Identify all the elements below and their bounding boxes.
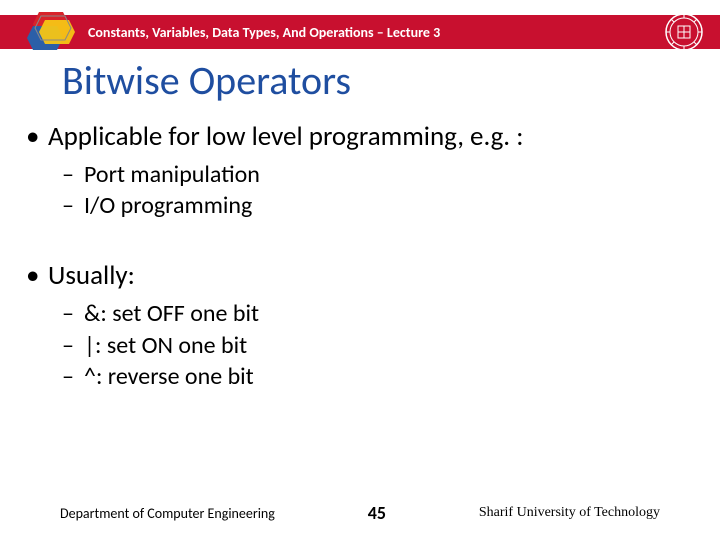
bullet-subitem: &: set OFF one bit: [24, 298, 696, 329]
bullet-subitem: |: set ON one bit: [24, 330, 696, 361]
footer-university: Sharif University of Technology: [479, 505, 660, 521]
bullet-subitem: Port manipulation: [24, 159, 696, 190]
header-bar: Constants, Variables, Data Types, And Op…: [0, 15, 720, 49]
bullet-item: Applicable for low level programming, e.…: [24, 120, 696, 153]
bullet-subitem: ^: reverse one bit: [24, 361, 696, 392]
footer: Department of Computer Engineering 45 Sh…: [0, 502, 720, 524]
page-number: 45: [368, 502, 386, 524]
logo-left: [25, 6, 77, 58]
footer-department: Department of Computer Engineering: [60, 505, 275, 522]
header-text: Constants, Variables, Data Types, And Op…: [88, 24, 440, 41]
slide-title: Bitwise Operators: [62, 56, 351, 105]
logo-right: [664, 12, 704, 52]
content-area: Applicable for low level programming, e.…: [24, 120, 696, 392]
bullet-item: Usually:: [24, 259, 696, 292]
bullet-subitem: I/O programming: [24, 190, 696, 221]
